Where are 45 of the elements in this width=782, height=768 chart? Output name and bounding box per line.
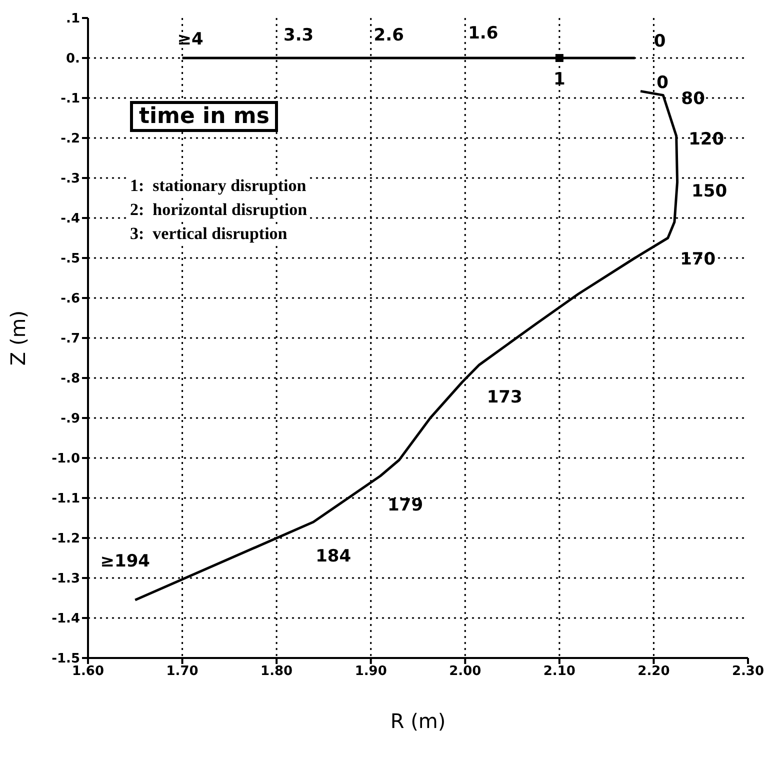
y-tick-label: -1.1 bbox=[52, 492, 80, 507]
x-axis-title: R (m) bbox=[390, 709, 446, 733]
annotation: 1.6 bbox=[468, 24, 498, 44]
x-tick-label: 2.20 bbox=[638, 664, 670, 680]
annotation: 170 bbox=[680, 250, 716, 270]
annotation: time in ms bbox=[130, 101, 278, 132]
y-tick-label: -.5 bbox=[60, 252, 80, 267]
y-tick-label: -.7 bbox=[60, 332, 80, 347]
y-tick-label: .1 bbox=[66, 12, 80, 27]
x-tick-label: 1.60 bbox=[72, 664, 104, 680]
x-tick-label: 2.00 bbox=[449, 664, 482, 680]
annotation: 2.6 bbox=[374, 26, 404, 46]
annotation: ≥4 bbox=[177, 30, 204, 50]
annotation: 184 bbox=[316, 546, 352, 567]
y-tick-label: -.6 bbox=[60, 292, 80, 307]
y-tick-label: -.9 bbox=[60, 412, 80, 427]
annotation: 2: horizontal disruption bbox=[130, 200, 308, 220]
annotation: 80 bbox=[681, 88, 706, 109]
annotation: 120 bbox=[688, 130, 724, 150]
y-axis-title: Z (m) bbox=[6, 310, 30, 366]
annotation: 3.3 bbox=[284, 26, 314, 46]
x-tick-label: 2.10 bbox=[543, 664, 576, 680]
x-tick-label: 2.30 bbox=[732, 664, 764, 680]
y-tick-label: -1.2 bbox=[52, 532, 80, 547]
annotation: 0 bbox=[656, 72, 669, 93]
y-tick-label: -.2 bbox=[60, 132, 80, 147]
annotation: 0 bbox=[654, 32, 666, 52]
x-tick-label: 1.90 bbox=[354, 664, 387, 680]
annotation: ≥194 bbox=[100, 552, 150, 572]
annotation: 179 bbox=[388, 496, 424, 516]
x-tick-label: 1.70 bbox=[166, 664, 198, 680]
y-tick-label: -1.4 bbox=[52, 612, 80, 627]
y-tick-label: -.8 bbox=[60, 372, 80, 387]
y-tick-label: -.3 bbox=[60, 172, 80, 187]
annotation: 173 bbox=[486, 388, 522, 408]
y-tick-label: -.4 bbox=[60, 212, 80, 227]
annotation: 150 bbox=[692, 182, 728, 202]
annotation: 3: vertical disruption bbox=[130, 224, 288, 244]
y-tick-label: -1.5 bbox=[52, 652, 80, 667]
y-tick-label: -.1 bbox=[60, 92, 80, 107]
y-tick-label: -1.3 bbox=[52, 572, 80, 587]
y-tick-label: 0. bbox=[66, 52, 80, 67]
x-tick-label: 1.80 bbox=[260, 664, 293, 680]
y-tick-label: -1.0 bbox=[52, 452, 80, 467]
annotation: 1: stationary disruption bbox=[130, 176, 306, 196]
